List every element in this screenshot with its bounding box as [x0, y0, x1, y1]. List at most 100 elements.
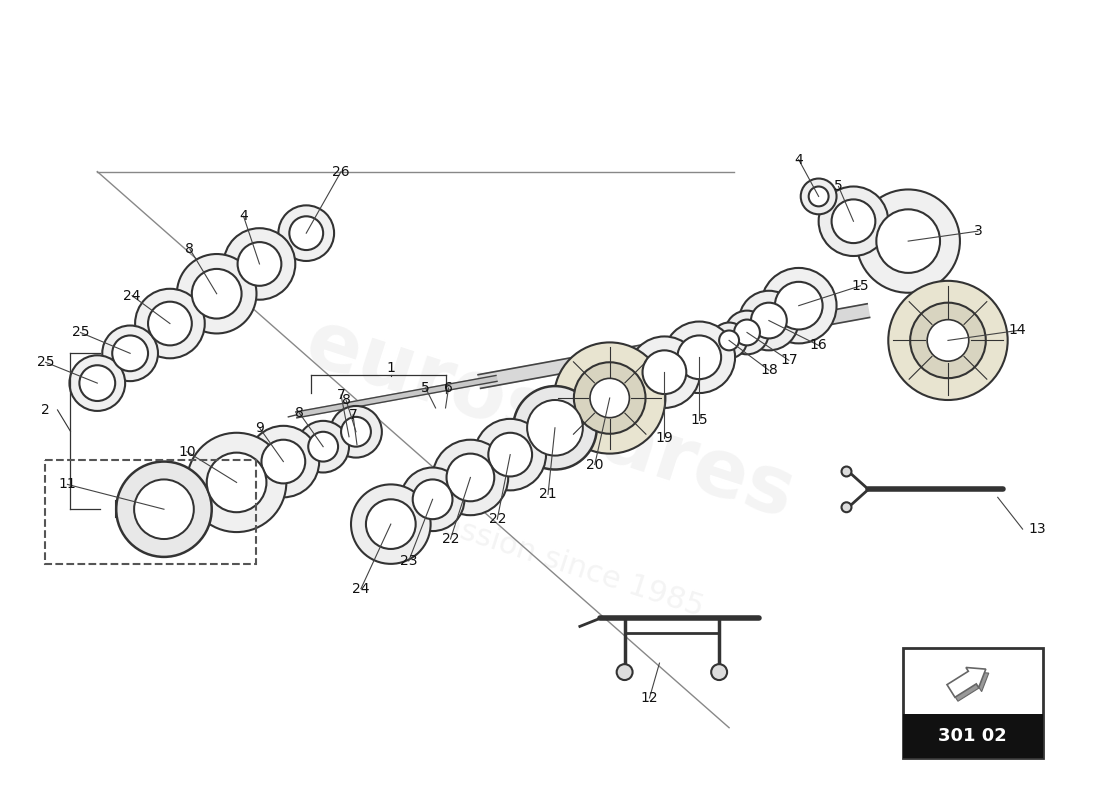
Circle shape — [447, 454, 494, 502]
Circle shape — [69, 355, 125, 411]
Circle shape — [177, 254, 256, 334]
Text: 301 02: 301 02 — [938, 726, 1008, 745]
Text: 1: 1 — [386, 362, 395, 375]
Circle shape — [400, 467, 464, 531]
Text: 7: 7 — [337, 388, 345, 402]
Circle shape — [262, 440, 305, 483]
Text: 11: 11 — [58, 478, 76, 491]
Text: 22: 22 — [488, 512, 506, 526]
Text: 25: 25 — [36, 355, 54, 370]
Circle shape — [719, 330, 739, 350]
Circle shape — [289, 216, 323, 250]
Circle shape — [191, 269, 242, 318]
Circle shape — [79, 366, 116, 401]
Circle shape — [842, 502, 851, 512]
Circle shape — [432, 440, 508, 515]
Circle shape — [678, 335, 722, 379]
Text: 5: 5 — [421, 381, 430, 395]
Text: 26: 26 — [332, 165, 350, 178]
Circle shape — [134, 479, 194, 539]
Text: 8: 8 — [342, 393, 351, 407]
Text: 8: 8 — [295, 406, 304, 420]
Circle shape — [927, 320, 969, 361]
Circle shape — [818, 186, 889, 256]
Circle shape — [207, 453, 266, 512]
Text: a passion since 1985: a passion since 1985 — [393, 495, 707, 622]
Text: 8: 8 — [186, 242, 195, 256]
Text: 12: 12 — [640, 691, 658, 705]
Circle shape — [617, 664, 632, 680]
Circle shape — [554, 342, 666, 454]
Text: 10: 10 — [178, 445, 196, 458]
Bar — [903, 714, 1043, 758]
Circle shape — [366, 499, 416, 549]
Text: 9: 9 — [255, 421, 264, 435]
Circle shape — [590, 378, 629, 418]
Circle shape — [808, 186, 828, 206]
Polygon shape — [478, 304, 870, 388]
Text: 24: 24 — [123, 289, 141, 302]
Circle shape — [712, 664, 727, 680]
Bar — [903, 648, 1043, 758]
Circle shape — [351, 485, 430, 564]
Circle shape — [278, 206, 334, 261]
Circle shape — [663, 322, 735, 393]
Text: 17: 17 — [780, 354, 798, 367]
Circle shape — [774, 282, 823, 330]
Text: 4: 4 — [239, 210, 248, 223]
Text: 2: 2 — [41, 403, 50, 417]
FancyArrow shape — [947, 667, 986, 698]
Text: 21: 21 — [539, 487, 557, 502]
Circle shape — [739, 290, 799, 350]
Circle shape — [527, 400, 583, 456]
Circle shape — [514, 386, 597, 470]
Circle shape — [223, 228, 295, 300]
Text: 24: 24 — [352, 582, 370, 596]
Circle shape — [474, 419, 546, 490]
Text: 13: 13 — [1028, 522, 1046, 536]
Text: 16: 16 — [810, 338, 827, 352]
Text: eurospares: eurospares — [296, 304, 804, 536]
Circle shape — [642, 350, 686, 394]
Circle shape — [112, 335, 148, 371]
Circle shape — [574, 362, 646, 434]
Text: 25: 25 — [72, 326, 89, 339]
Text: 15: 15 — [691, 413, 708, 427]
Circle shape — [135, 289, 205, 358]
Text: 7: 7 — [349, 408, 358, 422]
Text: 20: 20 — [586, 458, 604, 471]
Circle shape — [761, 268, 836, 343]
Circle shape — [801, 178, 836, 214]
Circle shape — [832, 199, 876, 243]
Text: 6: 6 — [444, 381, 453, 395]
Circle shape — [857, 190, 960, 293]
Circle shape — [308, 432, 338, 462]
Text: 3: 3 — [974, 224, 982, 238]
Circle shape — [341, 417, 371, 446]
Circle shape — [877, 210, 940, 273]
Circle shape — [842, 466, 851, 477]
Circle shape — [187, 433, 286, 532]
Polygon shape — [296, 375, 497, 418]
Circle shape — [412, 479, 452, 519]
Text: 23: 23 — [400, 554, 418, 568]
Circle shape — [910, 302, 986, 378]
Circle shape — [297, 421, 349, 473]
Circle shape — [751, 302, 786, 338]
Bar — [45, 459, 256, 564]
Circle shape — [712, 322, 747, 358]
Text: 5: 5 — [834, 179, 843, 194]
Circle shape — [117, 462, 211, 557]
Circle shape — [488, 433, 532, 477]
Circle shape — [330, 406, 382, 458]
FancyArrow shape — [950, 671, 989, 702]
Circle shape — [628, 337, 701, 408]
Text: 15: 15 — [851, 278, 869, 293]
Circle shape — [889, 281, 1008, 400]
Circle shape — [725, 310, 769, 354]
Text: 4: 4 — [794, 153, 803, 166]
Circle shape — [238, 242, 282, 286]
Text: 14: 14 — [1009, 323, 1026, 338]
Text: 19: 19 — [656, 430, 673, 445]
Text: 22: 22 — [442, 532, 460, 546]
